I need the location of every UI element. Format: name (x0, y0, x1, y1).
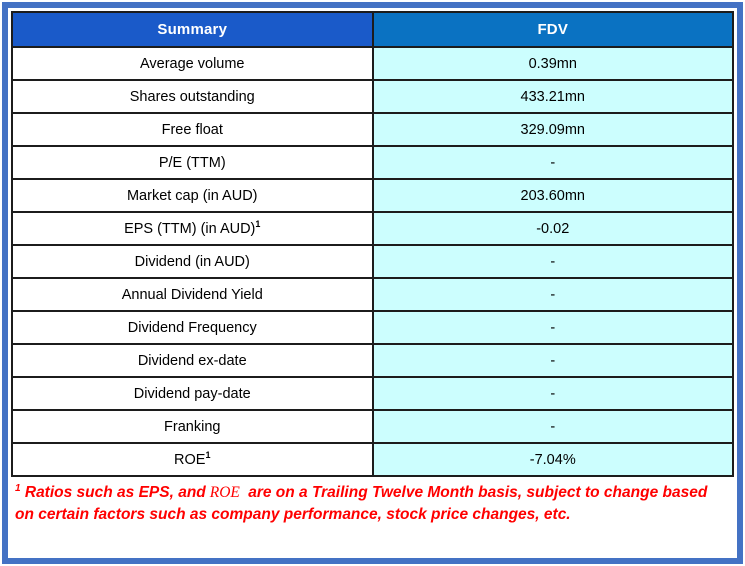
header-fdv: FDV (371, 11, 734, 48)
metric-value: - (371, 343, 734, 378)
table-row: Franking - (11, 409, 734, 444)
metric-value: -7.04% (371, 442, 734, 477)
summary-table: Summary FDV Average volume 0.39mn Shares o… (11, 11, 734, 477)
table-row: Dividend (in AUD) - (11, 244, 734, 279)
metric-label: Dividend Frequency (11, 310, 374, 345)
metric-value: 0.39mn (371, 46, 734, 81)
table-body: Average volume 0.39mn Shares outstanding 43… (11, 46, 734, 477)
metric-label: Shares outstanding (11, 79, 374, 114)
metric-label: Dividend pay-date (11, 376, 374, 411)
table-row: Free float 329.09mn (11, 112, 734, 147)
table-row: P/E (TTM) - (11, 145, 734, 180)
footnote-superscript: 1 (15, 482, 21, 494)
metric-label: P/E (TTM) (11, 145, 374, 180)
table-row: Annual Dividend Yield - (11, 277, 734, 312)
metric-label-text: Average volume (139, 55, 245, 72)
metric-value: - (371, 310, 734, 345)
metric-label: Dividend ex-date (11, 343, 374, 378)
metric-label: Free float (11, 112, 374, 147)
metric-label-text: Dividend (in AUD) (134, 253, 250, 270)
metric-value: - (371, 376, 734, 411)
metric-value: -0.02 (371, 211, 734, 246)
metric-value: - (371, 244, 734, 279)
table-row: Market cap (in AUD) 203.60mn (11, 178, 734, 213)
table-row: Dividend ex-date - (11, 343, 734, 378)
metric-label-text: ROE (174, 451, 206, 468)
table-row: Dividend Frequency - (11, 310, 734, 345)
table-row: ROE1 -7.04% (11, 442, 734, 477)
metric-label: ROE1 (11, 442, 374, 477)
metric-value: - (371, 145, 734, 180)
metric-label-text: Market cap (in AUD) (126, 187, 258, 204)
metric-label-text: Annual Dividend Yield (121, 286, 263, 303)
table-row: Shares outstanding 433.21mn (11, 79, 734, 114)
metric-value: 433.21mn (371, 79, 734, 114)
metric-value: 203.60mn (371, 178, 734, 213)
footnote: 1 Ratios such as EPS, and ROE are on a Tr… (11, 477, 734, 526)
footnote-text-2: are on a Trailing Twelve Month basis, su… (15, 484, 708, 523)
metric-label-text: Franking (164, 418, 221, 435)
footnote-text-1: Ratios such as EPS, and (20, 484, 206, 501)
metric-label-text: EPS (TTM) (in AUD) (124, 220, 256, 237)
metric-label-text: Dividend ex-date (137, 352, 247, 369)
metric-label-text: Shares outstanding (129, 88, 255, 105)
metric-label-text: Free float (161, 121, 223, 138)
footnote-roe: ROE (209, 484, 240, 501)
metric-label: Average volume (11, 46, 374, 81)
metric-label-text: Dividend pay-date (133, 385, 251, 402)
metric-label: Annual Dividend Yield (11, 277, 374, 312)
metric-superscript: 1 (205, 449, 211, 460)
metric-value: - (371, 409, 734, 444)
metric-label-text: P/E (TTM) (158, 154, 226, 171)
metric-value: - (371, 277, 734, 312)
metric-label: Franking (11, 409, 374, 444)
header-summary: Summary (11, 11, 374, 48)
table-row: EPS (TTM) (in AUD)1 -0.02 (11, 211, 734, 246)
table-header-row: Summary FDV (11, 11, 734, 48)
metric-label: EPS (TTM) (in AUD)1 (11, 211, 374, 246)
table-row: Average volume 0.39mn (11, 46, 734, 81)
metric-value: 329.09mn (371, 112, 734, 147)
metric-label-text: Dividend Frequency (127, 319, 257, 336)
metric-superscript: 1 (255, 218, 261, 229)
table-row: Dividend pay-date - (11, 376, 734, 411)
metric-label: Market cap (in AUD) (11, 178, 374, 213)
metric-label: Dividend (in AUD) (11, 244, 374, 279)
